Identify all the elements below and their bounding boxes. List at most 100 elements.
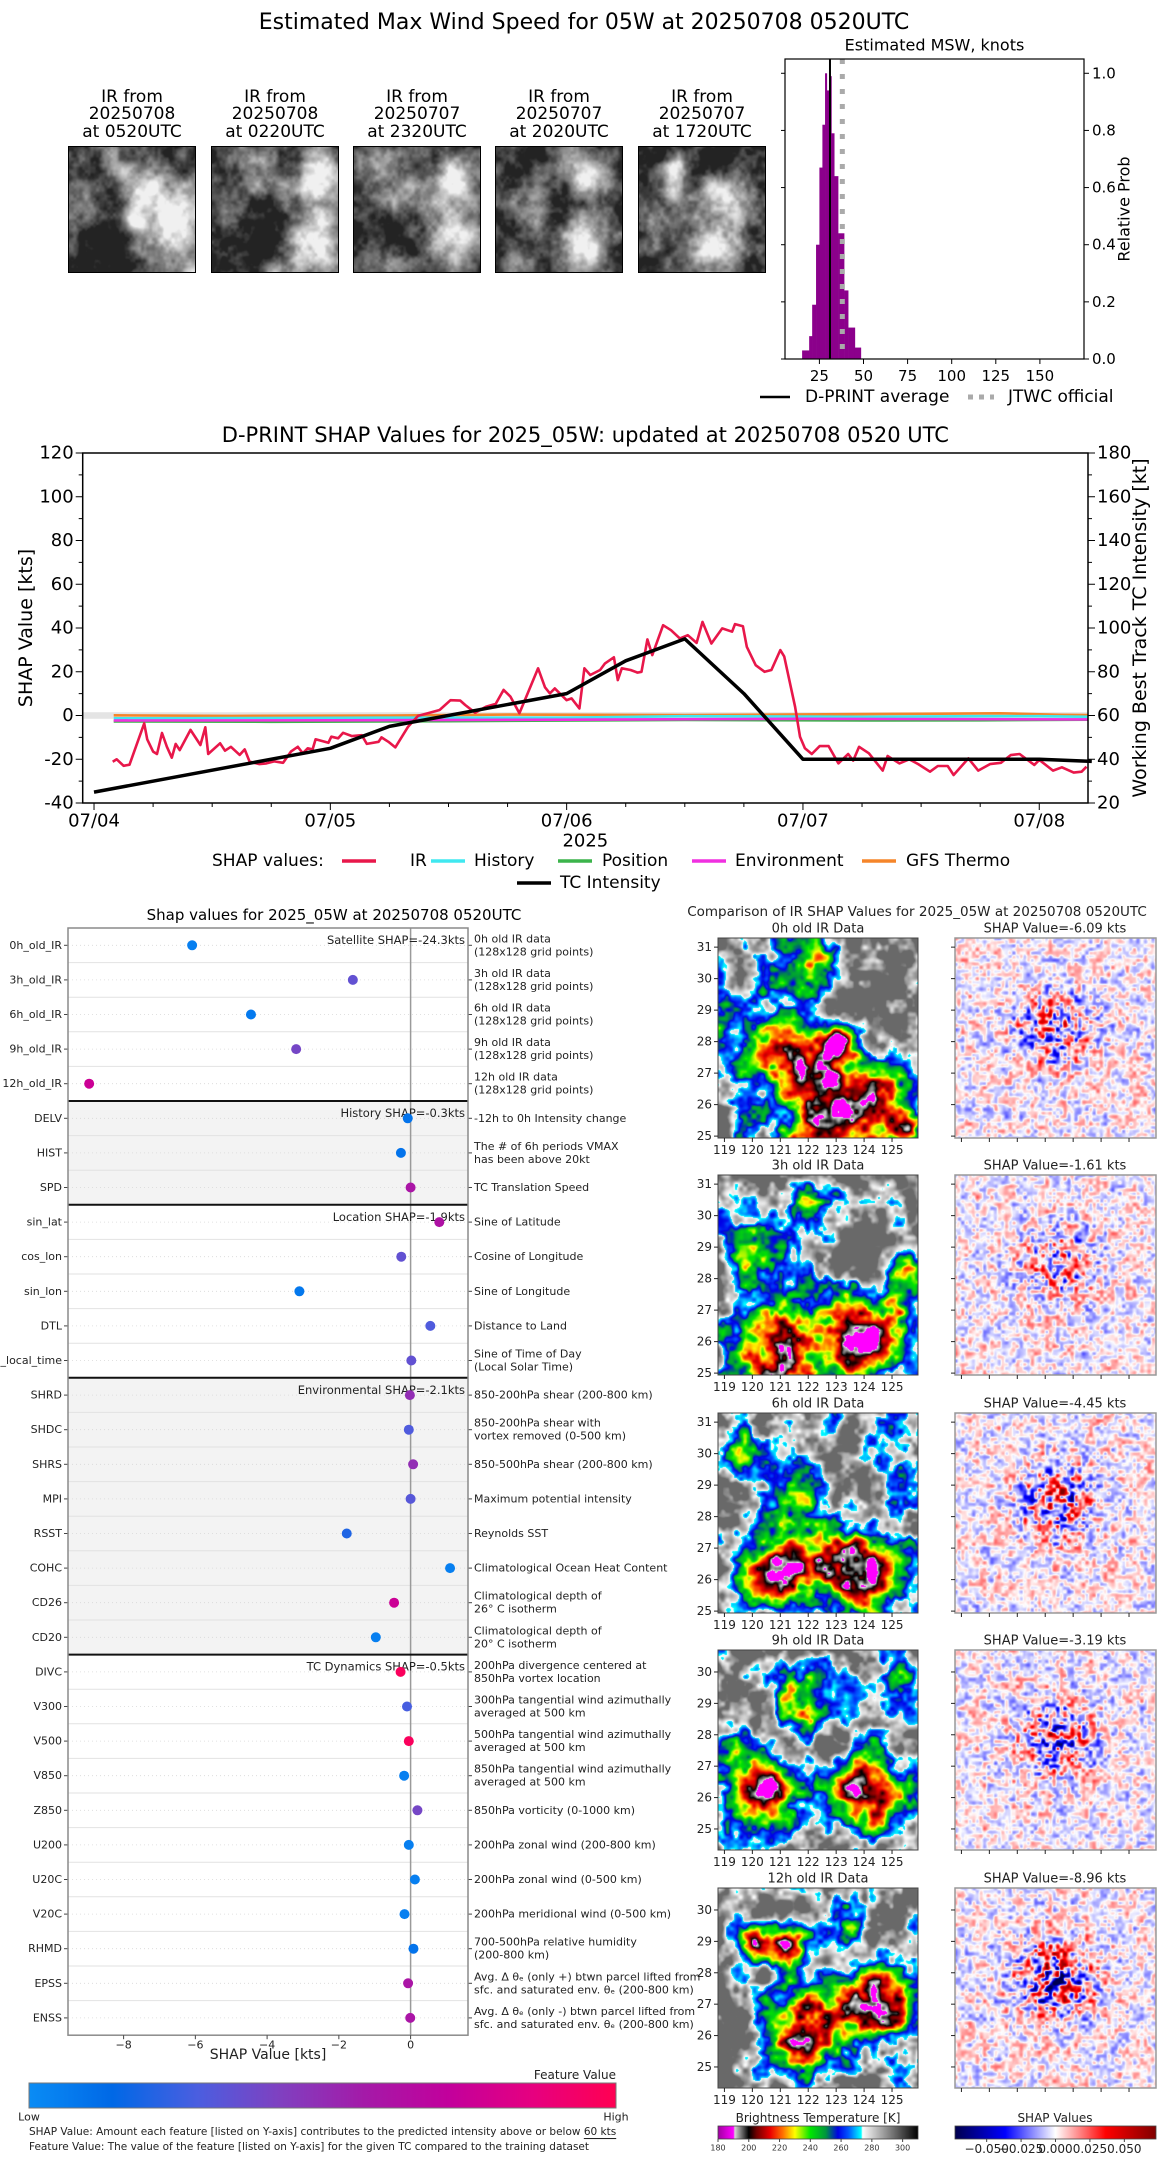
feature-name: Z850 [33, 1804, 62, 1817]
shap-dot [395, 1147, 406, 1158]
footnote: SHAP Value: Amount each feature [listed … [29, 2126, 616, 2138]
histogram-bar [822, 124, 826, 359]
feature-name: ENSS [33, 2011, 62, 2024]
lat-tick-label: 26 [697, 1573, 712, 1587]
shap-dot [405, 1493, 416, 1504]
shap-dot [84, 1078, 95, 1089]
ir-brightness-image [718, 1175, 918, 1375]
lon-tick-label: 123 [825, 1618, 848, 1632]
ir-panel-frame [717, 1649, 919, 1851]
histogram-bar [819, 167, 823, 359]
shap-map-image [955, 938, 1156, 1138]
shap-panel-frame [954, 1174, 1157, 1376]
histogram-bar [816, 244, 820, 359]
y-tick-label: -20 [44, 749, 73, 770]
legend-official-label: JTWC official [1007, 387, 1114, 407]
ir-panel-frame [717, 1412, 919, 1614]
lat-tick-label: 30 [697, 1447, 712, 1461]
series-line-history [113, 714, 1089, 720]
feature-name: CD20 [32, 1631, 62, 1644]
lat-tick-label: 27 [697, 1759, 712, 1773]
x-axis-label: 2025 [562, 831, 608, 852]
lon-tick-label: 120 [741, 2093, 764, 2107]
shap-colorbar [954, 2125, 1157, 2140]
ir-thumbnail-caption: at 1720UTC [652, 122, 751, 142]
shap-dot [341, 1528, 352, 1539]
shap-dot [409, 1874, 420, 1885]
feature-name: DIVC [35, 1665, 62, 1678]
lat-tick-label: 31 [697, 1415, 712, 1429]
footnote-text: SHAP Value: Amount each feature [listed … [29, 2126, 584, 2138]
y-tick-label-right: 80 [1097, 661, 1120, 682]
legend-label: TC Intensity [559, 873, 661, 893]
shap-dot [445, 1563, 456, 1574]
shap-colorbar-tick-label: 0.025 [1073, 2142, 1107, 2156]
feature-description: has been above 20kt [474, 1153, 591, 1166]
ir-thumbnail-image [353, 146, 481, 273]
shap-panel-frame [954, 1649, 1157, 1851]
ir-thumbnail-caption: IR from [671, 87, 733, 107]
feature-name: sin_lon [24, 1285, 62, 1298]
feature-description: Distance to Land [474, 1319, 567, 1332]
x-tick-label: 07/06 [541, 811, 593, 832]
lat-tick-label: 29 [697, 1696, 712, 1710]
feature-description: 0h old IR data [474, 932, 551, 945]
shap-dot [405, 1182, 416, 1193]
y-tick-label: 100 [39, 486, 73, 507]
ir-thumbnail-image [68, 146, 196, 273]
lon-tick-label: 124 [853, 1143, 876, 1157]
shap-panel-frame [954, 937, 1157, 1139]
shap-colorbar-tick-label: 0.000 [1038, 2142, 1072, 2156]
series-line-ir [112, 620, 1088, 777]
ir-brightness-image [718, 1413, 918, 1613]
lon-tick-label: 123 [825, 1380, 848, 1394]
x-tick-label: −2 [331, 2039, 347, 2052]
series-line-tc-intensity [93, 637, 1092, 794]
lon-tick-label: 125 [881, 1618, 904, 1632]
y-axis-label: Relative Prob [1115, 156, 1134, 261]
legend-label: Position [602, 851, 668, 871]
ir-thumbnail-image [211, 146, 339, 273]
shap-dot [408, 1943, 419, 1954]
shap-dot [405, 2012, 416, 2023]
lat-tick-label: 28 [697, 1035, 712, 1049]
feature-description: Avg. Δ θₑ (only +) btwn parcel lifted fr… [474, 1970, 700, 1983]
shap-dot [403, 1424, 414, 1435]
y-tick-label-right: 120 [1097, 574, 1131, 595]
x-tick-label: 25 [810, 367, 829, 385]
legend-label: History [474, 851, 534, 871]
feature-description: averaged at 500 km [474, 1741, 586, 1754]
feature-description: Climatological depth of [474, 1590, 603, 1603]
y-tick-label: 60 [51, 574, 74, 595]
shap-map-image [955, 1650, 1156, 1850]
histogram-bar [812, 304, 817, 359]
ir-thumbnail-caption: IR from [101, 87, 163, 107]
ir-thumbnail-caption: at 2320UTC [367, 122, 466, 142]
bt-colorbar-tick-label: 180 [710, 2144, 725, 2153]
lat-tick-label: 31 [697, 1177, 712, 1191]
lon-tick-label: 122 [797, 1143, 820, 1157]
feature-description: Reynolds SST [474, 1527, 548, 1540]
feature-name: 6h_old_IR [9, 1008, 62, 1021]
lat-tick-label: 26 [697, 2029, 712, 2043]
shap-dot [403, 1736, 414, 1747]
feature-name: V300 [33, 1700, 62, 1713]
lon-tick-label: 121 [769, 2093, 792, 2107]
lon-tick-label: 119 [713, 1618, 736, 1632]
group-shap-label: History SHAP=-0.3kts [340, 1106, 465, 1120]
y-tick-label-right: 140 [1097, 530, 1131, 551]
feature-description: TC Translation Speed [473, 1181, 589, 1194]
legend-title: SHAP values: [212, 851, 324, 871]
ir-thumbnail-caption: IR from [386, 87, 448, 107]
shap-colorbar-tick-label: −0.050 [964, 2142, 1008, 2156]
ir-panel-title: 3h old IR Data [772, 1159, 865, 1174]
lon-tick-label: 122 [797, 1618, 820, 1632]
lon-tick-label: 119 [713, 1380, 736, 1394]
feature-name: RSST [34, 1527, 63, 1540]
x-tick-label: −4 [259, 2039, 275, 2052]
shap-dot [399, 1909, 410, 1920]
lat-tick-label: 31 [697, 940, 712, 954]
ir-brightness-image [718, 1650, 918, 1850]
y-tick-label: 0.2 [1092, 293, 1116, 311]
